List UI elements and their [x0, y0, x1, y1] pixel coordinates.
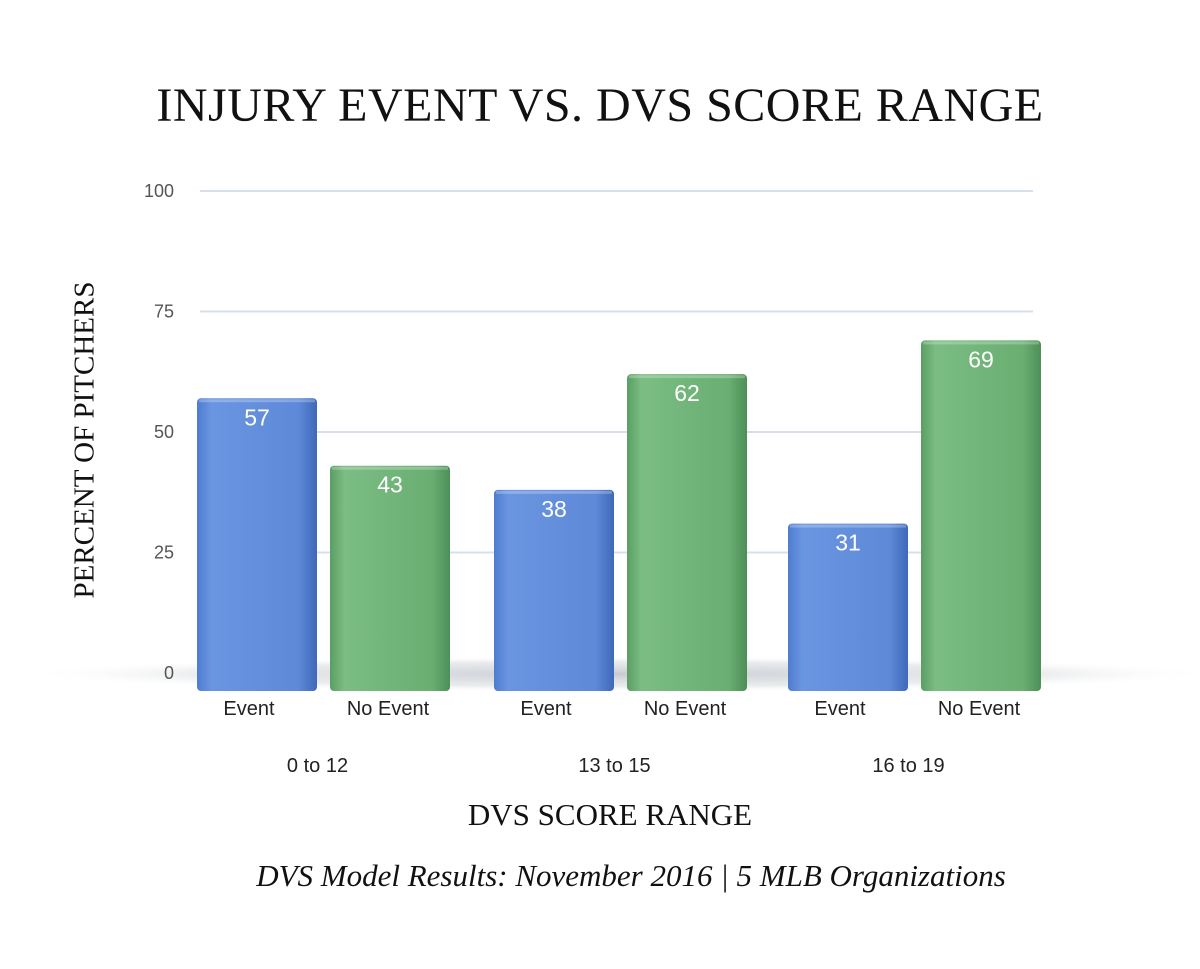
x-tick-label: Event — [520, 698, 572, 720]
y-tick-label: 75 — [154, 302, 174, 322]
x-axis-label: DVS SCORE RANGE — [467, 797, 753, 832]
bar-no-event-2 — [627, 374, 747, 691]
x-tick-label: No Event — [347, 698, 430, 720]
y-tick-label: 50 — [154, 422, 174, 442]
bars: 57 43 38 62 31 69 — [197, 340, 1041, 691]
bar-highlight — [199, 399, 315, 403]
bar-value-label: 43 — [377, 472, 403, 498]
bar-value-label: 69 — [968, 346, 994, 372]
bar-highlight — [496, 490, 612, 494]
bar-value-label: 31 — [835, 530, 861, 556]
bar-value-label: 57 — [244, 404, 270, 430]
bar-highlight — [790, 524, 906, 528]
bar-highlight — [923, 341, 1039, 345]
x-tick-label: Event — [814, 698, 866, 720]
y-tick-labels: 0 25 50 75 100 — [144, 181, 174, 683]
bar-no-event-3 — [921, 340, 1041, 691]
bar-event-2 — [494, 489, 614, 691]
bar-value-label: 62 — [674, 380, 700, 406]
y-tick-label: 0 — [164, 663, 174, 683]
chart-caption: DVS Model Results: November 2016 | 5 MLB… — [256, 858, 1006, 893]
x-tick-label: Event — [223, 698, 275, 720]
bar-event-1 — [197, 398, 317, 691]
group-label: 0 to 12 — [287, 755, 348, 777]
group-label: 16 to 19 — [872, 755, 944, 777]
gridlines — [200, 190, 1033, 554]
x-tick-label: No Event — [644, 698, 727, 720]
bar-value-label: 38 — [541, 496, 567, 522]
x-tick-label: No Event — [938, 698, 1021, 720]
y-tick-label: 100 — [144, 181, 174, 201]
x-category-labels: Event No Event 0 to 12 Event No Event 13 to 1… — [223, 698, 1020, 777]
bar-no-event-1 — [330, 465, 450, 691]
bar-highlight — [629, 375, 745, 379]
chart-title: INJURY EVENT VS. DVS SCORE RANGE — [156, 79, 1044, 132]
bar-highlight — [332, 466, 448, 470]
bar-event-3 — [788, 523, 908, 691]
y-tick-label: 25 — [154, 543, 174, 563]
group-label: 13 to 15 — [578, 755, 650, 777]
bar-chart: 0 25 50 75 100 57 43 38 62 31 69 Event No Event 0 t… — [20, 181, 1200, 777]
